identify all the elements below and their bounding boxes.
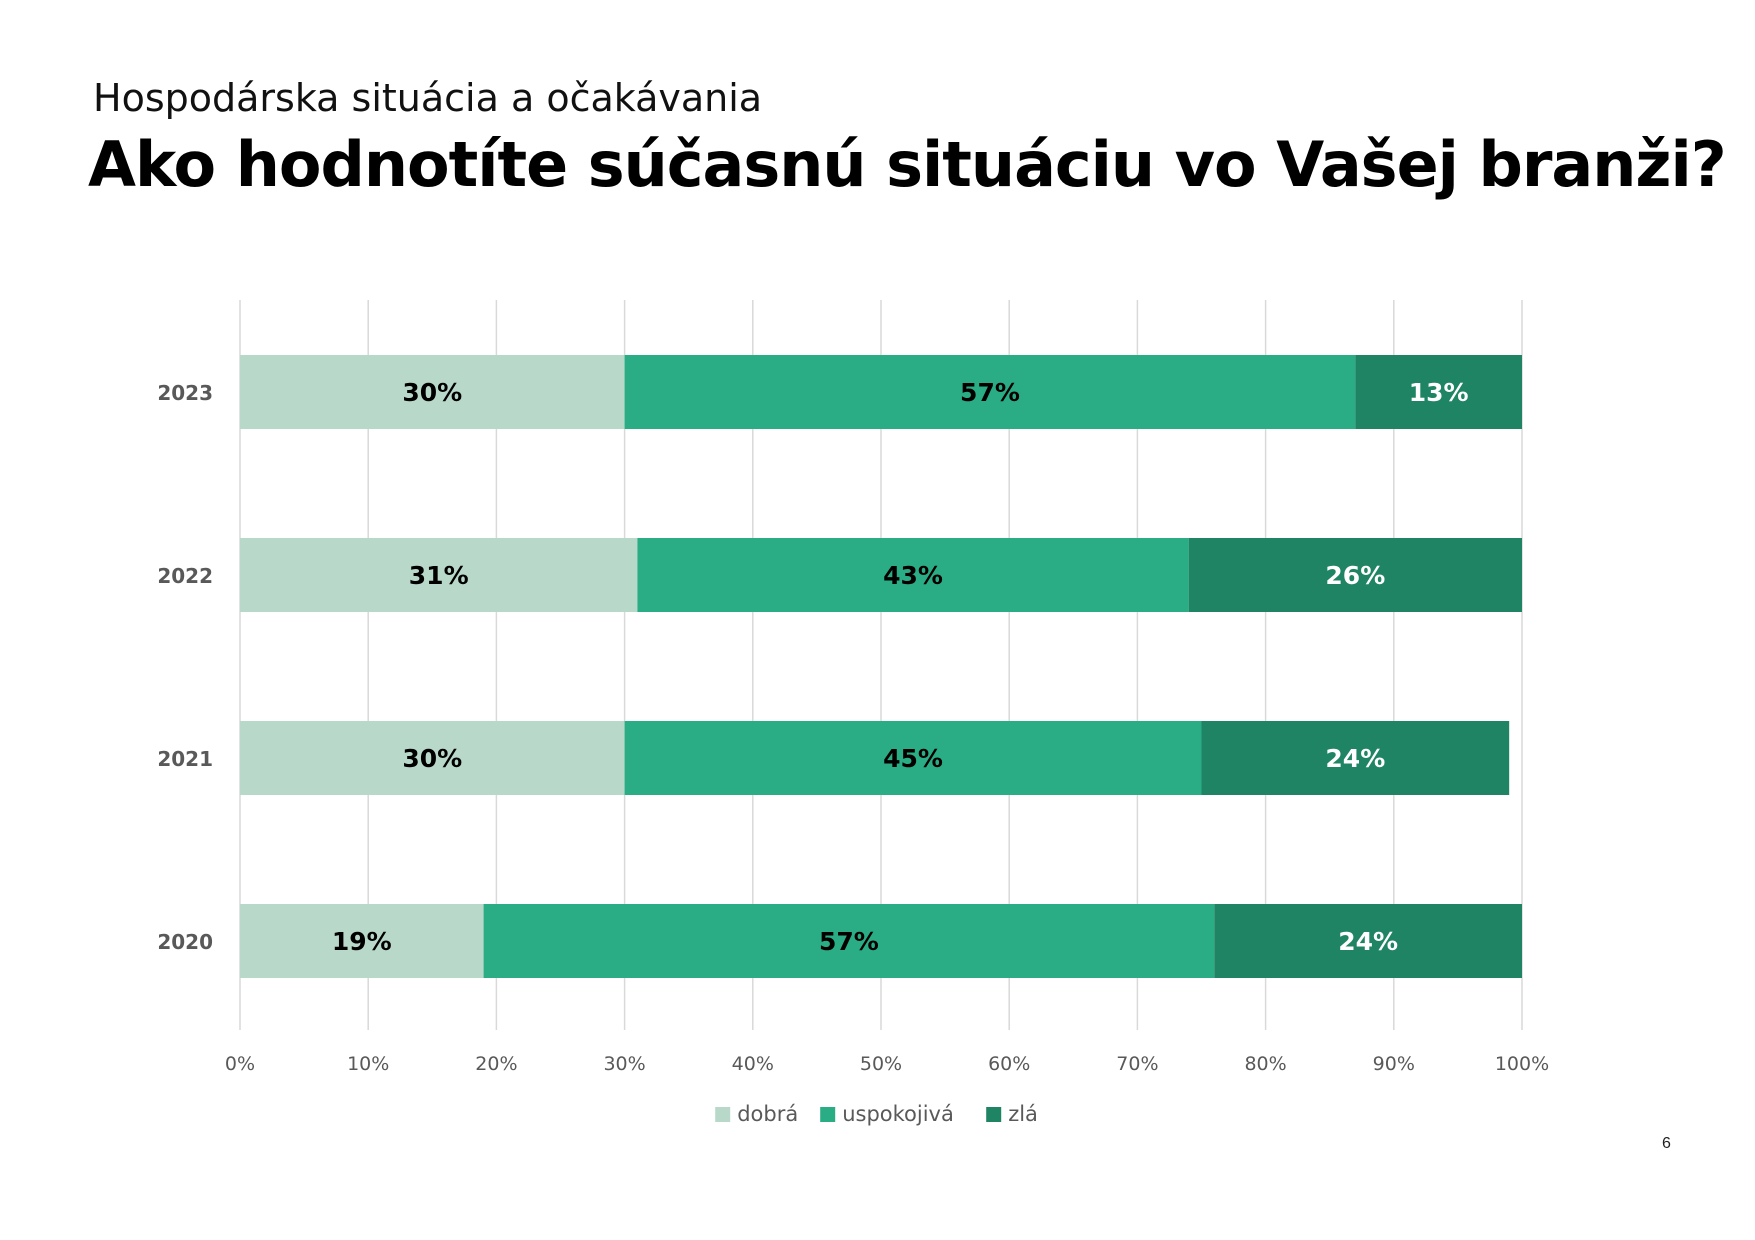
legend-swatch [986,1107,1002,1122]
bar-segment [483,904,1215,978]
bar-segment [240,538,638,612]
y-category-label: 2021 [157,747,213,771]
bar-segment [637,538,1189,612]
legend-label: dobrá [737,1102,798,1126]
legend-swatch [715,1107,731,1122]
data-label: 43% [883,561,943,590]
x-tick-label: 0% [225,1053,255,1075]
data-label: 31% [409,561,469,590]
data-label: 57% [960,378,1020,407]
bar-segment [1188,538,1522,612]
bar-segment [240,355,625,429]
x-tick-label: 40% [732,1053,774,1075]
x-tick-label: 50% [860,1053,902,1075]
data-label: 24% [1338,927,1398,956]
bar-segment [1201,721,1510,795]
legend-label: zlá [1008,1102,1038,1126]
data-label: 26% [1325,561,1385,590]
bar-segment [240,904,484,978]
data-label: 13% [1409,378,1469,407]
x-tick-label: 100% [1495,1053,1549,1075]
x-tick-label: 60% [988,1053,1030,1075]
y-category-label: 2022 [157,564,213,588]
x-tick-label: 20% [475,1053,517,1075]
bar-segment [1355,355,1522,429]
data-label: 19% [332,927,392,956]
legend-label: uspokojivá [842,1102,954,1126]
x-tick-label: 10% [347,1053,389,1075]
data-label: 45% [883,744,943,773]
page-number: 6 [1662,1135,1671,1152]
x-tick-label: 70% [1116,1053,1158,1075]
bar-segment [240,721,625,795]
data-label: 57% [819,927,879,956]
data-label: 30% [402,744,462,773]
page-subtitle: Hospodárska situácia a očakávania [93,76,763,120]
page-title: Ako hodnotíte súčasnú situáciu vo Vašej … [88,128,1727,201]
bar-segment [624,355,1356,429]
legend-swatch [820,1107,836,1122]
y-category-label: 2020 [157,930,213,954]
bar-segment [624,721,1202,795]
x-tick-label: 80% [1244,1053,1286,1075]
data-label: 30% [402,378,462,407]
data-label: 24% [1325,744,1385,773]
y-category-label: 2023 [157,381,213,405]
x-tick-label: 30% [603,1053,645,1075]
bar-segment [1214,904,1522,978]
x-tick-label: 90% [1373,1053,1415,1075]
